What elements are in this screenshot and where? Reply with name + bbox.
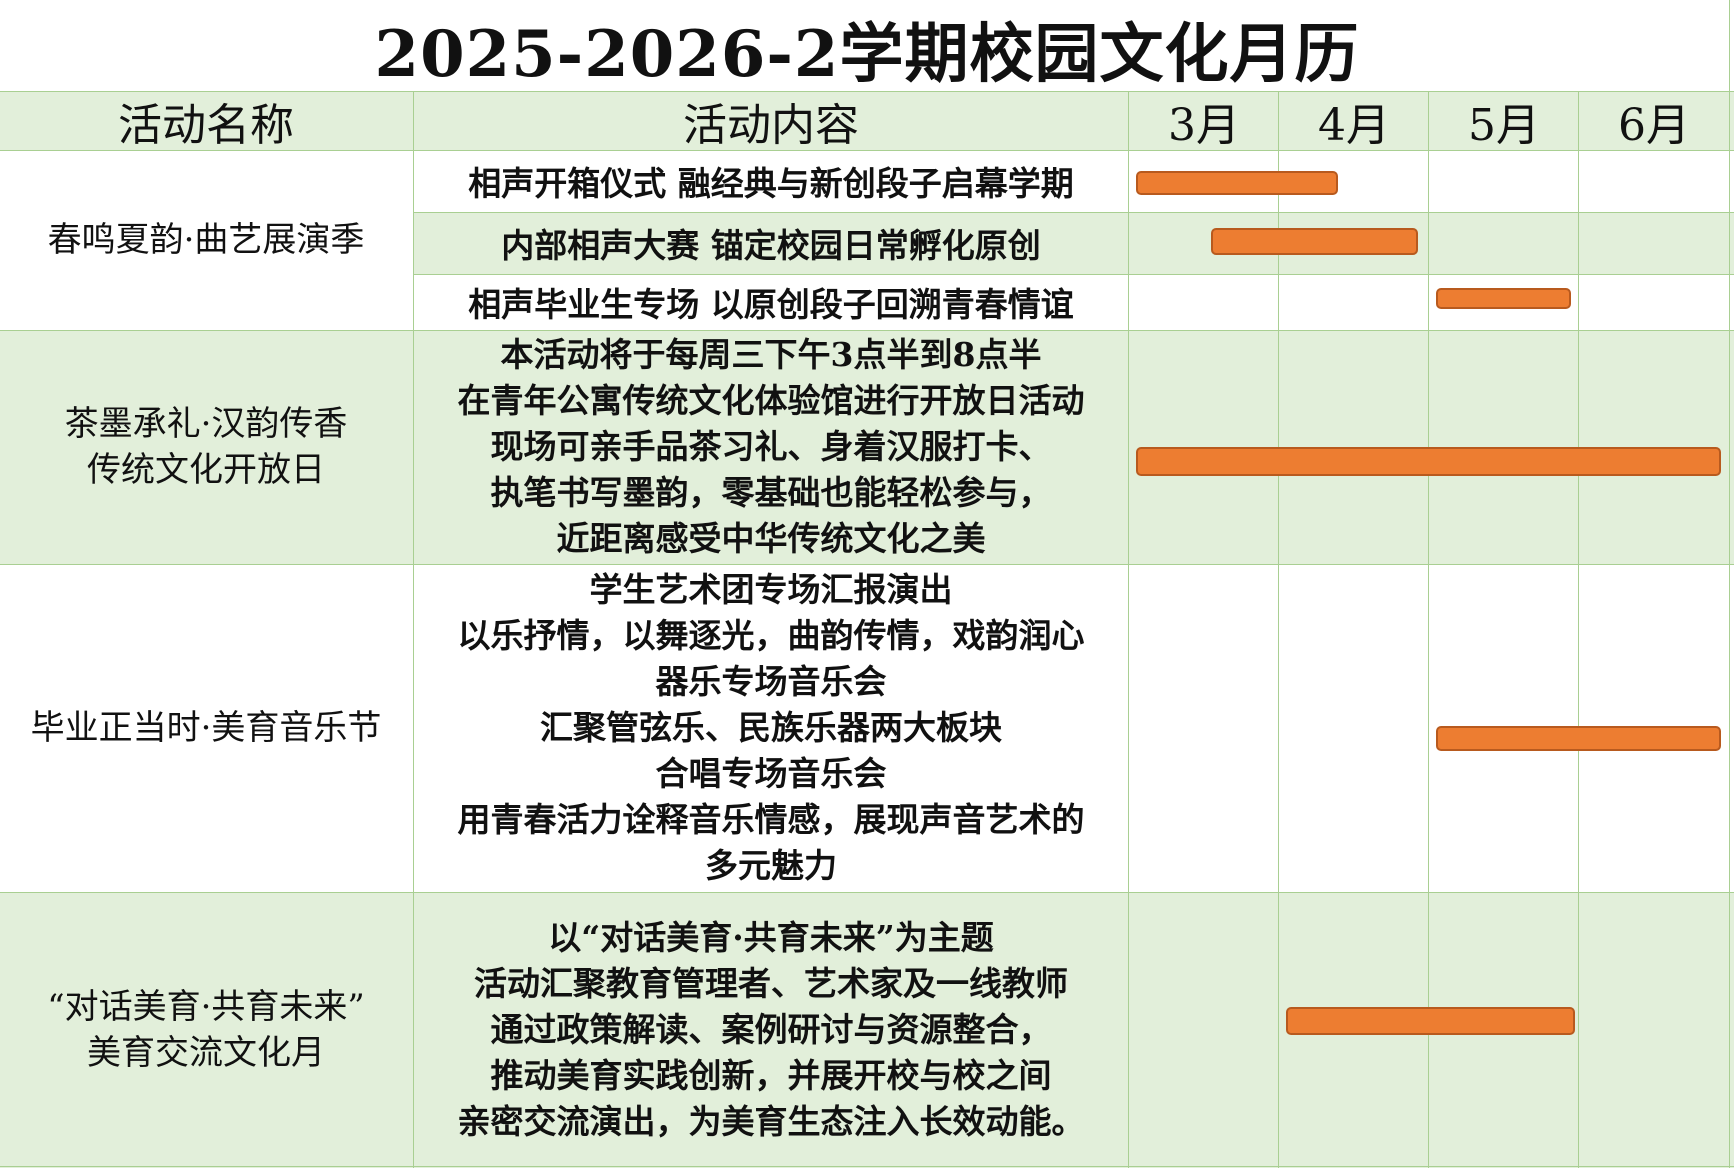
activity-3-content: 学生艺术团专场汇报演出 以乐抒情，以舞逐光，曲韵传情，戏韵润心 器乐专场音乐会 … (414, 564, 1128, 892)
timeline-bar-activity-2 (1135, 447, 1721, 476)
timeline-bar-activity-3 (1435, 726, 1721, 751)
timeline-bar-activity-1-item-1 (1135, 171, 1338, 195)
grid-line (0, 150, 1734, 151)
grid-line (413, 92, 414, 1168)
content-line: 活动汇聚教育管理者、艺术家及一线教师 (474, 964, 1068, 1003)
grid-line (0, 1166, 1734, 1167)
content-line: 执笔书写墨韵，零基础也能轻松参与， (490, 473, 1052, 512)
header-activity-content: 活动内容 (683, 100, 859, 151)
grid-line (1578, 92, 1579, 1168)
timeline-bar-activity-4 (1285, 1007, 1575, 1035)
content-line: 以乐抒情，以舞逐光，曲韵传情，戏韵润心 (457, 616, 1085, 655)
activity-1-item-3-content: 相声毕业生专场 以原创段子回溯青春情谊 (414, 274, 1128, 330)
content-line: 汇聚管弦乐、民族乐器两大板块 (540, 708, 1002, 747)
grid-line (0, 91, 1734, 92)
grid-line (0, 892, 1734, 893)
header-month-6: 6月 (1618, 100, 1690, 151)
activity-1-item-2-content: 内部相声大赛 锚定校园日常孵化原创 (414, 212, 1128, 274)
content-line: 近距离感受中华传统文化之美 (556, 519, 986, 558)
grid-line (1729, 0, 1730, 1168)
activity-name-1: 春鸣夏韵·曲艺展演季 (0, 150, 412, 330)
activity-2-content: 本活动将于每周三下午3点半到8点半 在青年公寓传统文化体验馆进行开放日活动 现场… (414, 330, 1128, 564)
grid-line (0, 330, 1734, 331)
header-row-background (0, 92, 1734, 150)
activity-4-content: 以“对话美育·共育未来”为主题 活动汇聚教育管理者、艺术家及一线教师 通过政策解… (414, 892, 1128, 1168)
activity-name-3: 毕业正当时·美育音乐节 (0, 564, 412, 892)
content-line: 合唱专场音乐会 (655, 754, 887, 793)
content-line: 学生艺术团专场汇报演出 (589, 570, 953, 609)
activity-name-4: “对话美育·共育未来” 美育交流文化月 (0, 892, 412, 1168)
grid-line (1128, 92, 1129, 1168)
header-month-3: 3月 (1168, 100, 1240, 151)
activity-name-2: 茶墨承礼·汉韵传香 传统文化开放日 (0, 330, 412, 564)
timeline-bar-activity-1-item-3 (1435, 288, 1571, 309)
content-line: 内部相声大赛 锚定校园日常孵化原创 (501, 226, 1041, 265)
grid-line (414, 212, 1734, 213)
content-line: 在青年公寓传统文化体验馆进行开放日活动 (457, 381, 1085, 420)
grid-line (414, 274, 1734, 275)
content-line: 相声毕业生专场 以原创段子回溯青春情谊 (468, 285, 1074, 324)
grid-line (1428, 92, 1429, 1168)
grid-line (0, 564, 1734, 565)
activity-name-2-line-2: 传统文化开放日 (87, 450, 325, 490)
activity-name-4-line-2: 美育交流文化月 (87, 1033, 325, 1073)
content-line: 器乐专场音乐会 (655, 662, 887, 701)
header-month-5: 5月 (1468, 100, 1540, 151)
content-line: 多元魅力 (705, 846, 837, 885)
activity-name-4-line-1: “对话美育·共育未来” (47, 987, 365, 1027)
timeline-bar-activity-1-item-2 (1210, 228, 1418, 255)
content-line: 以“对话美育·共育未来”为主题 (548, 918, 994, 957)
grid-line (1278, 92, 1279, 1168)
content-line: 推动美育实践创新，并展开校与校之间 (490, 1056, 1052, 1095)
page-title: 2025-2026-2学期校园文化月历 (374, 17, 1360, 92)
activity-name-2-line-1: 茶墨承礼·汉韵传香 (64, 404, 348, 444)
activity-name-3-line: 毕业正当时·美育音乐节 (30, 708, 382, 748)
header-activity-name: 活动名称 (118, 100, 294, 151)
content-line: 相声开箱仪式 融经典与新创段子启幕学期 (468, 164, 1074, 203)
content-line: 现场可亲手品茶习礼、身着汉服打卡、 (490, 427, 1052, 466)
activity-1-item-1-content: 相声开箱仪式 融经典与新创段子启幕学期 (414, 150, 1128, 212)
row-band-1b (414, 212, 1128, 274)
header-month-4: 4月 (1318, 100, 1390, 151)
content-line: 通过政策解读、案例研讨与资源整合， (490, 1010, 1052, 1049)
content-line: 亲密交流演出，为美育生态注入长效动能。 (457, 1102, 1085, 1141)
content-line: 用青春活力诠释音乐情感，展现声音艺术的 (457, 800, 1085, 839)
content-line: 本活动将于每周三下午3点半到8点半 (500, 335, 1042, 374)
activity-name-1-line: 春鸣夏韵·曲艺展演季 (47, 220, 365, 260)
